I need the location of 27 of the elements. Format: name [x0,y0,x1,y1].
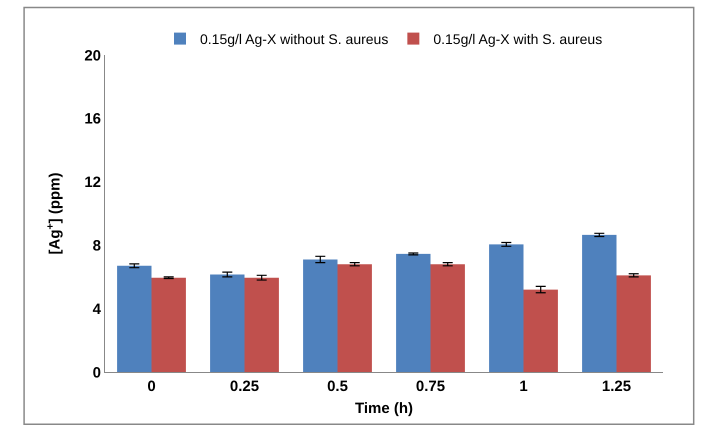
x-tick-label: 0.25 [230,378,260,395]
bar [117,266,152,372]
legend-label: 0.15g/l Ag-X without S. aureus [200,31,388,48]
y-tick-label: 8 [92,237,101,254]
bar [396,254,430,372]
x-tick-label: 0 [147,378,156,395]
bar [338,264,372,372]
y-tick-label: 16 [84,110,101,128]
legend-label: 0.15g/l Ag-X with S. aureus [433,31,602,48]
x-tick-label: 1 [519,378,528,395]
y-tick-label: 4 [92,300,102,318]
x-tick-label: 0.75 [416,378,446,395]
bar [210,274,244,372]
bar [524,290,558,372]
x-tick-label: 1.25 [602,378,632,395]
bar [244,278,279,372]
x-tick-label: 0.5 [327,378,348,395]
bar [616,275,651,372]
bar [582,234,616,372]
bar [303,259,338,372]
y-tick-label: 12 [84,174,101,192]
x-axis-title: Time (h) [354,400,414,417]
bar [489,244,524,372]
bar [152,278,186,372]
y-tick-label: 0 [92,364,101,382]
bar [430,264,465,372]
y-tick-label: 20 [84,47,101,64]
